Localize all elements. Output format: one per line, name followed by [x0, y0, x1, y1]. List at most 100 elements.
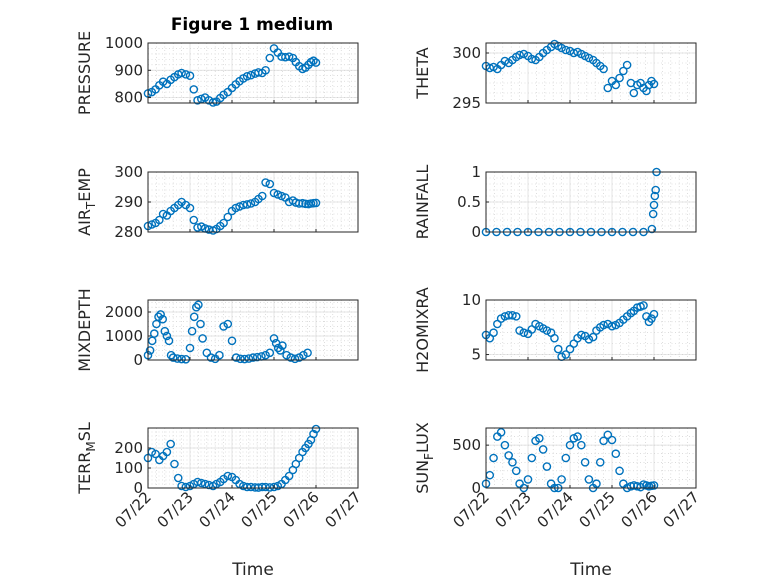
data-point [155, 215, 164, 225]
data-point [219, 322, 228, 331]
data-point [252, 352, 262, 362]
series-markers [143, 424, 321, 492]
data-point [269, 482, 279, 492]
data-point [269, 334, 279, 343]
data-point [261, 350, 270, 360]
y-tick-label: 1 [471, 163, 481, 181]
axes-frame [147, 42, 359, 104]
data-point [223, 212, 233, 222]
data-point [240, 354, 249, 364]
data-point [166, 439, 175, 449]
subplot-air-temp: 280 290 300 AIRTEMP [75, 163, 359, 241]
data-point [154, 312, 163, 322]
data-point [158, 209, 168, 219]
x-tick-label: 07/24 [196, 488, 239, 531]
subplot-rainfall: 0 0.5 1 RAINFALL [413, 163, 697, 241]
subplot-theta: 295 300 THETA [413, 39, 697, 112]
data-point [215, 350, 224, 360]
series-markers [481, 39, 659, 98]
data-point [219, 218, 228, 228]
y-tick-label: 0 [471, 223, 481, 241]
data-point [265, 483, 275, 492]
data-point [168, 353, 178, 362]
x-tick-label: 07/23 [154, 488, 197, 531]
data-point [304, 60, 313, 70]
data-point [235, 202, 244, 211]
figure-title: Figure 1 medium [171, 15, 333, 35]
data-point [261, 178, 270, 187]
data-point [177, 68, 186, 78]
data-point [649, 79, 659, 89]
data-point [294, 199, 304, 208]
data-point [181, 70, 191, 79]
data-point [603, 430, 613, 440]
data-point [193, 477, 202, 487]
series-markers [481, 427, 659, 493]
data-point [294, 353, 304, 362]
data-point [542, 462, 552, 471]
data-point [257, 191, 267, 201]
x-tick-label: 07/26 [618, 488, 661, 531]
data-point [573, 432, 582, 441]
data-point [202, 348, 212, 358]
data-point [193, 95, 202, 105]
y-tick-label: 500 [452, 436, 481, 454]
data-point [561, 453, 571, 463]
data-point [519, 49, 529, 59]
data-point [577, 330, 586, 340]
data-point [553, 344, 563, 354]
data-point [227, 336, 237, 346]
y-tick-label: 800 [114, 89, 143, 107]
data-point [508, 310, 517, 320]
y-axis-label: H2OMIXRA [413, 287, 432, 373]
data-point [198, 334, 207, 343]
data-point [607, 435, 617, 445]
data-point [535, 433, 544, 443]
y-tick-label: 0.5 [457, 193, 481, 211]
data-point [282, 350, 291, 360]
axes-background [148, 300, 358, 360]
data-point [277, 191, 286, 201]
data-point [299, 350, 308, 360]
data-point [177, 481, 186, 491]
data-point [189, 85, 199, 94]
data-point [265, 348, 275, 358]
x-tick-label: 07/25 [576, 488, 619, 531]
y-tick-label: 0 [133, 351, 143, 369]
data-point [177, 354, 186, 364]
data-point [223, 319, 233, 329]
data-point [651, 185, 660, 195]
data-point [527, 54, 537, 64]
x-tick-label: 07/23 [492, 488, 535, 531]
data-point [496, 427, 506, 437]
data-point [242, 482, 252, 492]
y-tick-label: 1000 [105, 34, 143, 52]
x-tick-label: 07/24 [534, 488, 577, 531]
subplot-sun-flux: 050007/2207/2307/2407/2507/2607/27TimeSU… [413, 422, 703, 580]
data-point [197, 478, 206, 488]
data-point [599, 320, 608, 330]
data-point [273, 343, 283, 353]
data-point [511, 312, 521, 321]
data-point [603, 319, 613, 329]
data-point [611, 449, 621, 459]
data-point [231, 353, 241, 362]
y-tick-label: 290 [114, 193, 143, 211]
y-tick-label: 295 [452, 94, 481, 112]
data-point [588, 332, 598, 342]
data-point [236, 354, 245, 364]
data-point [639, 301, 648, 310]
data-point [311, 198, 321, 208]
data-point [151, 449, 160, 459]
y-tick-label: 300 [452, 44, 481, 62]
y-axis-label: RAINFALL [413, 165, 432, 240]
grid [485, 299, 697, 360]
data-point [162, 331, 172, 341]
x-tick-label: 07/27 [322, 488, 365, 531]
data-point [500, 440, 510, 450]
axes-frame [147, 427, 359, 489]
data-point [647, 224, 657, 234]
data-point [269, 188, 279, 198]
data-point [311, 424, 321, 434]
y-axis-label: MIXDEPTH [75, 288, 94, 371]
